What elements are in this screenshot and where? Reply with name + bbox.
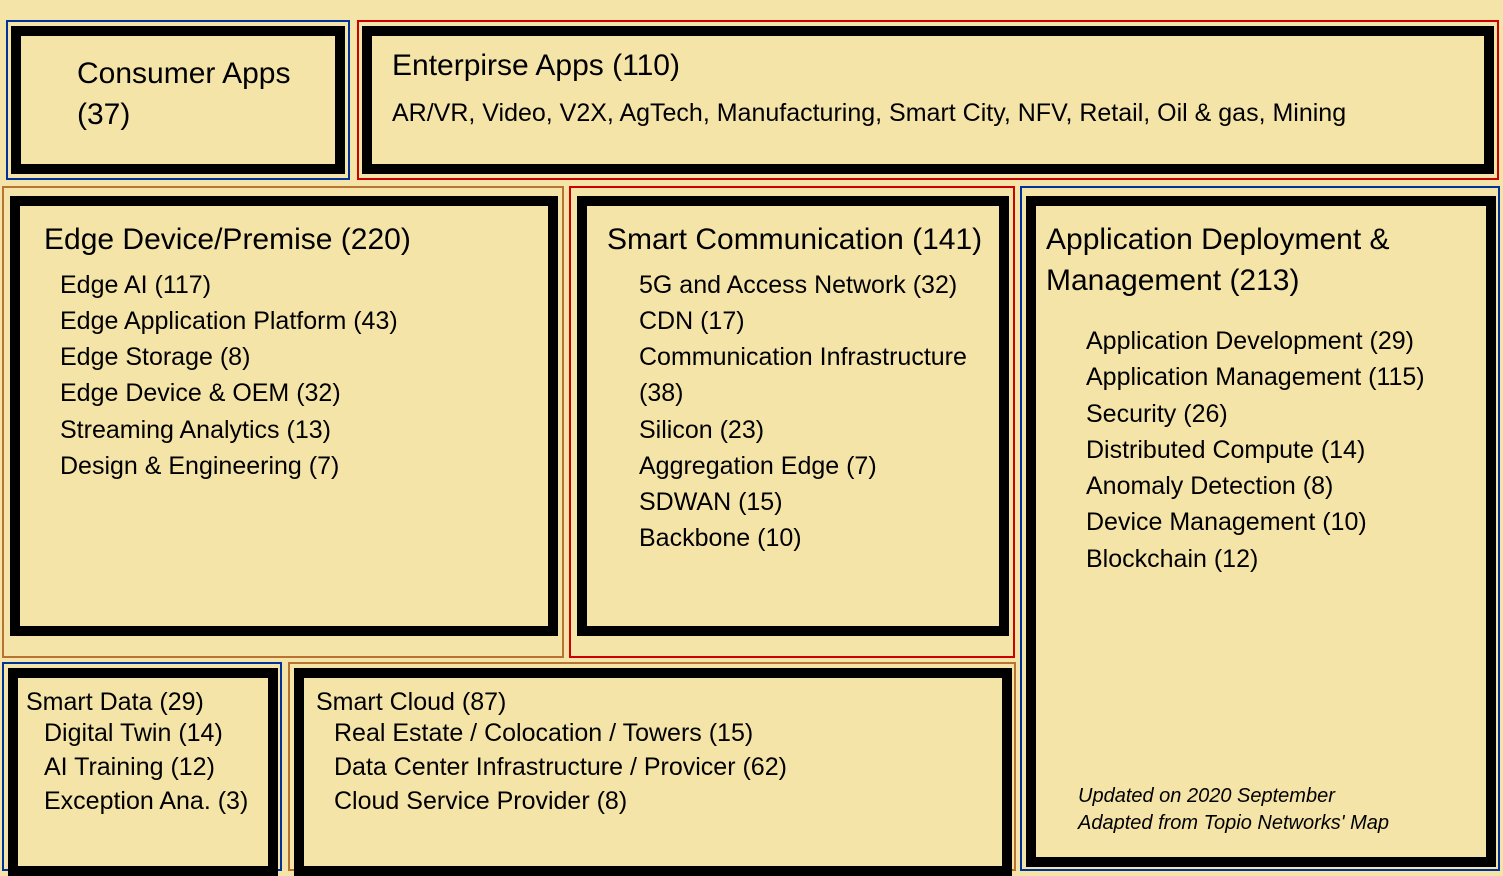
- edge-device-item: Streaming Analytics (13): [60, 412, 536, 448]
- smart-comm-item: Backbone (10): [639, 520, 987, 556]
- edge-device-item: Design & Engineering (7): [60, 448, 536, 484]
- footnote-line: Updated on 2020 September: [1078, 783, 1389, 810]
- app-deploy-items: Application Development (29) Application…: [1046, 323, 1474, 577]
- app-deploy-footnote: Updated on 2020 September Adapted from T…: [1078, 783, 1389, 837]
- consumer-apps-box: Consumer Apps (37): [11, 26, 345, 174]
- edge-device-items: Edge AI (117) Edge Application Platform …: [44, 267, 536, 485]
- edge-device-outer: Edge Device/Premise (220) Edge AI (117) …: [2, 186, 564, 658]
- smart-cloud-item: Data Center Infrastructure / Provicer (6…: [334, 751, 994, 785]
- smart-comm-item: CDN (17): [639, 303, 987, 339]
- consumer-apps-title: Consumer Apps (37): [77, 54, 325, 135]
- smart-data-title: Smart Data (29): [26, 688, 262, 717]
- smart-cloud-outer: Smart Cloud (87) Real Estate / Colocatio…: [288, 662, 1016, 871]
- smart-comm-items: 5G and Access Network (32) CDN (17) Comm…: [607, 267, 987, 557]
- edge-device-title: Edge Device/Premise (220): [44, 220, 536, 261]
- smart-comm-box: Smart Communication (141) 5G and Access …: [577, 196, 1009, 636]
- smart-data-item: Exception Ana. (3): [44, 785, 262, 819]
- app-deploy-item: Device Management (10): [1086, 504, 1474, 540]
- smart-comm-title: Smart Communication (141): [607, 220, 987, 261]
- app-deploy-title: Application Deployment & Management (213…: [1046, 220, 1474, 301]
- edge-device-item: Edge Storage (8): [60, 339, 536, 375]
- smart-comm-item: Silicon (23): [639, 412, 987, 448]
- smart-comm-item: 5G and Access Network (32): [639, 267, 987, 303]
- app-deploy-item: Anomaly Detection (8): [1086, 468, 1474, 504]
- smart-comm-outer: Smart Communication (141) 5G and Access …: [569, 186, 1015, 658]
- enterprise-apps-outer: Enterpirse Apps (110) AR/VR, Video, V2X,…: [357, 20, 1499, 180]
- smart-cloud-box: Smart Cloud (87) Real Estate / Colocatio…: [294, 668, 1012, 876]
- enterprise-apps-title: Enterpirse Apps (110): [392, 46, 1472, 87]
- smart-cloud-items: Real Estate / Colocation / Towers (15) D…: [316, 717, 994, 818]
- edge-device-item: Edge Application Platform (43): [60, 303, 536, 339]
- smart-data-box: Smart Data (29) Digital Twin (14) AI Tra…: [8, 668, 278, 876]
- smart-cloud-title: Smart Cloud (87): [316, 688, 994, 717]
- smart-data-item: AI Training (12): [44, 751, 262, 785]
- app-deploy-item: Application Development (29): [1086, 323, 1474, 359]
- smart-comm-item: SDWAN (15): [639, 484, 987, 520]
- app-deploy-box: Application Deployment & Management (213…: [1026, 196, 1496, 867]
- smart-comm-item: Aggregation Edge (7): [639, 448, 987, 484]
- enterprise-apps-subtitle: AR/VR, Video, V2X, AgTech, Manufacturing…: [392, 99, 1472, 128]
- edge-device-item: Edge Device & OEM (32): [60, 375, 536, 411]
- edge-device-item: Edge AI (117): [60, 267, 536, 303]
- smart-comm-item: Communication Infrastructure (38): [639, 339, 987, 412]
- footnote-line: Adapted from Topio Networks' Map: [1078, 810, 1389, 837]
- smart-data-outer: Smart Data (29) Digital Twin (14) AI Tra…: [2, 662, 282, 871]
- app-deploy-item: Distributed Compute (14): [1086, 432, 1474, 468]
- app-deploy-item: Security (26): [1086, 396, 1474, 432]
- app-deploy-outer: Application Deployment & Management (213…: [1020, 186, 1500, 871]
- smart-data-items: Digital Twin (14) AI Training (12) Excep…: [26, 717, 262, 818]
- enterprise-apps-box: Enterpirse Apps (110) AR/VR, Video, V2X,…: [362, 26, 1494, 174]
- app-deploy-item: Application Management (115): [1086, 359, 1474, 395]
- app-deploy-item: Blockchain (12): [1086, 541, 1474, 577]
- smart-cloud-item: Cloud Service Provider (8): [334, 785, 994, 819]
- consumer-apps-outer: Consumer Apps (37): [6, 20, 350, 180]
- edge-device-box: Edge Device/Premise (220) Edge AI (117) …: [10, 196, 558, 636]
- smart-cloud-item: Real Estate / Colocation / Towers (15): [334, 717, 994, 751]
- smart-data-item: Digital Twin (14): [44, 717, 262, 751]
